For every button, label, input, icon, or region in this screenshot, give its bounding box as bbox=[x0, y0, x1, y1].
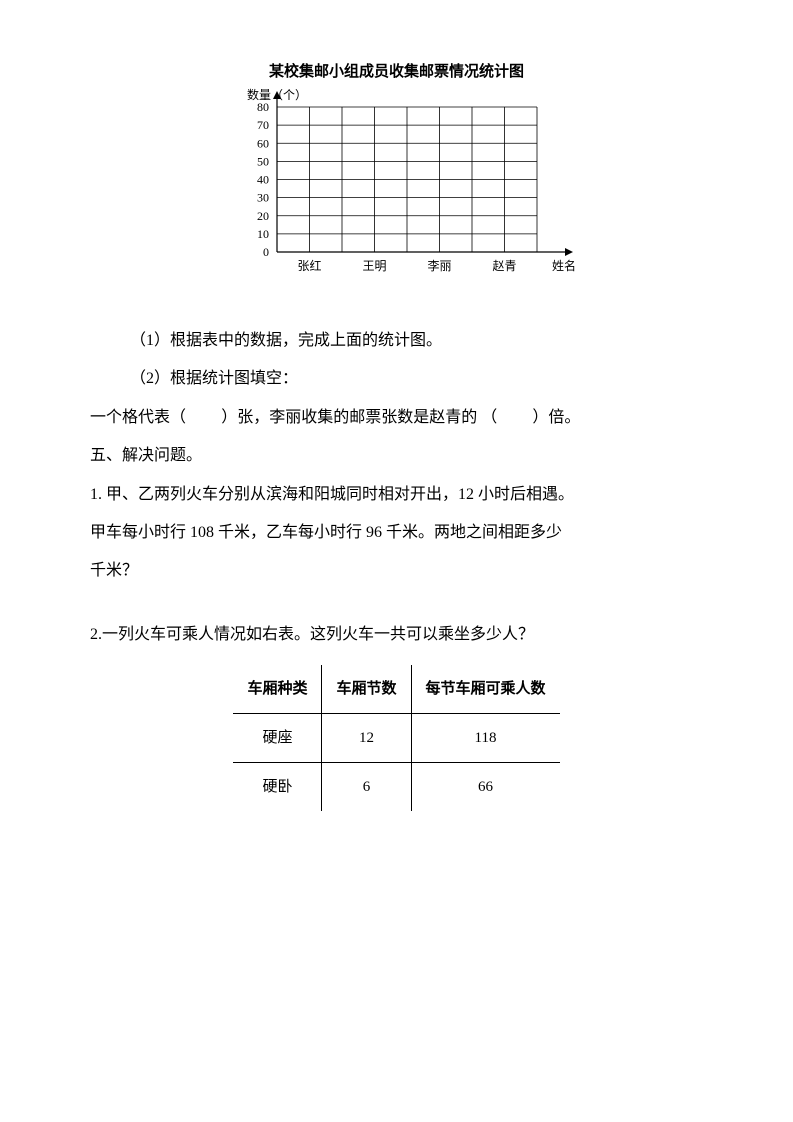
blank-1 bbox=[186, 399, 221, 437]
svg-text:李丽: 李丽 bbox=[427, 258, 451, 273]
svg-text:30: 30 bbox=[257, 191, 269, 205]
section5-title: 五、解决问题。 bbox=[90, 437, 703, 475]
table-row: 硬卧 6 66 bbox=[233, 762, 559, 811]
table-row: 硬座 12 118 bbox=[233, 713, 559, 762]
problem-1: 1. 甲、乙两列火车分别从滨海和阳城同时相对开出，12 小时后相遇。 甲车每小时… bbox=[90, 476, 703, 591]
col-type: 车厢种类 bbox=[233, 665, 322, 714]
svg-text:10: 10 bbox=[257, 227, 269, 241]
svg-text:40: 40 bbox=[257, 173, 269, 187]
svg-text:60: 60 bbox=[257, 136, 269, 150]
body-text: （1）根据表中的数据，完成上面的统计图。 （2）根据统计图填空： 一个格代表（ … bbox=[90, 322, 703, 811]
train-table: 车厢种类 车厢节数 每节车厢可乘人数 硬座 12 118 硬卧 6 66 bbox=[233, 665, 559, 811]
svg-text:张红: 张红 bbox=[297, 258, 321, 273]
col-cap: 每节车厢可乘人数 bbox=[411, 665, 560, 714]
q1-fill-line: 一个格代表（ ）张，李丽收集的邮票张数是赵青的 （ ）倍。 bbox=[90, 399, 703, 437]
chart-title: 某校集邮小组成员收集邮票情况统计图 bbox=[90, 60, 703, 81]
svg-text:赵青: 赵青 bbox=[492, 259, 516, 273]
stamp-chart: 某校集邮小组成员收集邮票情况统计图 数量（个） 姓名 bbox=[90, 60, 703, 302]
chart-svg: 数量（个） 姓名 bbox=[207, 87, 587, 297]
svg-text:80: 80 bbox=[257, 100, 269, 114]
problem-2: 2.一列火车可乘人情况如右表。这列火车一共可以乘坐多少人？ bbox=[90, 616, 703, 654]
svg-text:50: 50 bbox=[257, 154, 269, 168]
train-table-wrap: 车厢种类 车厢节数 每节车厢可乘人数 硬座 12 118 硬卧 6 66 bbox=[90, 665, 703, 811]
svg-text:70: 70 bbox=[257, 118, 269, 132]
svg-text:20: 20 bbox=[257, 209, 269, 223]
svg-text:王明: 王明 bbox=[362, 259, 386, 273]
q1-item2: （2）根据统计图填空： bbox=[90, 360, 703, 398]
q1-item1: （1）根据表中的数据，完成上面的统计图。 bbox=[90, 322, 703, 360]
x-axis-label: 姓名 bbox=[552, 258, 576, 273]
svg-text:0: 0 bbox=[263, 245, 269, 259]
blank-2 bbox=[497, 399, 532, 437]
col-count: 车厢节数 bbox=[322, 665, 411, 714]
table-header-row: 车厢种类 车厢节数 每节车厢可乘人数 bbox=[233, 665, 559, 714]
